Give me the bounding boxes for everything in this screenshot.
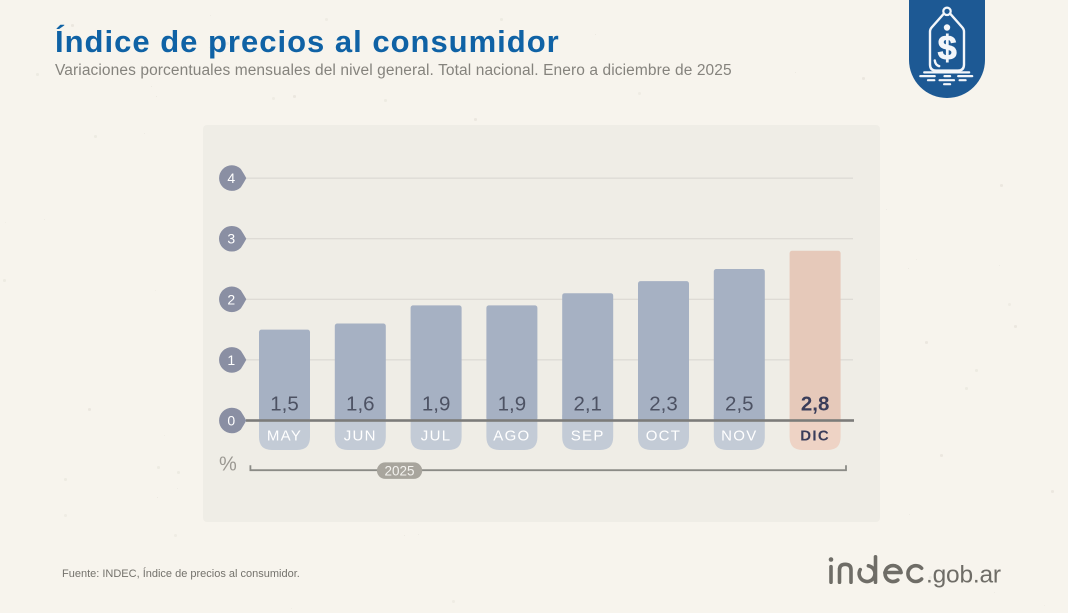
svg-text:1,9: 1,9	[498, 393, 527, 416]
svg-text:JUN: JUN	[344, 428, 377, 445]
svg-text:DIC: DIC	[800, 428, 830, 445]
svg-text:%: %	[219, 454, 237, 476]
svg-text:SEP: SEP	[571, 428, 605, 445]
svg-text:2,3: 2,3	[649, 393, 678, 416]
svg-text:4: 4	[227, 170, 235, 186]
svg-text:NOV: NOV	[721, 428, 757, 445]
svg-text:2025: 2025	[384, 464, 414, 479]
svg-text:OCT: OCT	[646, 428, 682, 445]
svg-text:$: $	[938, 30, 957, 68]
svg-text:1: 1	[227, 352, 235, 368]
svg-text:AGO: AGO	[493, 428, 530, 445]
svg-text:0: 0	[227, 413, 235, 429]
svg-text:1,5: 1,5	[270, 393, 299, 416]
svg-text:2,8: 2,8	[801, 393, 830, 416]
svg-text:3: 3	[227, 231, 235, 247]
svg-text:1,6: 1,6	[346, 393, 375, 416]
svg-text:MAY: MAY	[267, 428, 302, 445]
svg-text:2,1: 2,1	[573, 393, 602, 416]
svg-text:JUL: JUL	[421, 428, 452, 445]
svg-text:1,9: 1,9	[422, 393, 451, 416]
svg-text:2: 2	[227, 291, 235, 307]
svg-text:.gob.ar: .gob.ar	[926, 562, 1001, 589]
svg-text:2,5: 2,5	[725, 393, 754, 416]
